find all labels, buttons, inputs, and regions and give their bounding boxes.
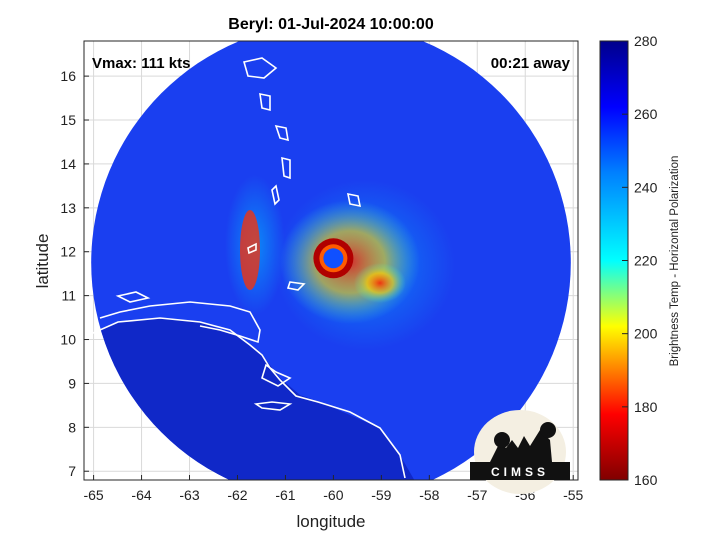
x-tick-label: -61 [275,487,295,503]
gulf-coast [99,301,261,344]
x-tick-label: -58 [419,487,439,503]
x-ticks: -65 -64 -63 -62 -61 -60 -59 -58 -57 -56 -55 [83,475,584,503]
x-tick-label: -65 [83,487,103,503]
island-barbados [346,192,362,208]
logo-silhouette [490,430,552,462]
vmax-annotation: Vmax: 111 kts [92,55,190,72]
x-tick-label: -64 [131,487,151,503]
logo-tower-icon [540,422,556,438]
island-trinidad [261,363,292,387]
chart-title: Beryl: 01-Jul-2024 10:00:00 [228,16,434,33]
island-st-lucia [281,156,291,180]
cimss-logo: CIMSS [470,410,570,494]
x-tick-label: -60 [323,487,343,503]
x-axis-label: longitude [296,512,365,531]
colorbar-tick-label: 240 [634,179,658,195]
island-martinique [274,124,289,142]
colorbar-tick-label: 260 [634,106,658,122]
y-tick-label: 14 [60,156,76,172]
x-tick-label: -55 [563,487,583,503]
island-aruba [115,291,151,303]
y-tick-label: 16 [60,68,76,84]
colorbar-tick-label: 160 [634,472,658,488]
island-guadeloupe [242,57,278,79]
x-tick-label: -63 [179,487,199,503]
island-dominica [259,92,271,112]
logo-band [470,462,570,480]
y-tick-label: 10 [60,332,76,348]
y-tick-label: 8 [68,419,76,435]
time-offset-annotation: 00:21 away [491,55,571,72]
colorbar-label: Brightness Temp - Horizontal Polarizatio… [669,156,681,367]
axes-frame [83,40,579,481]
y-tick-label: 12 [60,244,76,260]
island-tobago [253,401,293,411]
island-grenada [286,281,306,291]
y-tick-label: 9 [68,375,76,391]
y-ticks: 7 8 9 10 11 12 13 14 15 16 [60,68,89,479]
y-axis-label: latitude [33,234,52,289]
storm-eye [313,238,354,279]
y-tick-label: 11 [61,288,76,304]
colorbar-tick-label: 180 [634,399,658,415]
y-tick-label: 7 [68,463,76,479]
rainband-west-warm [240,210,260,290]
x-tick-label: -59 [371,487,391,503]
island-grenadines [247,242,257,255]
colorbar-ticks: 160 180 200 220 240 260 280 [622,33,658,488]
colorbar-tick-label: 280 [634,33,658,49]
y-tick-label: 13 [60,200,76,216]
colorbar-tick-label: 220 [634,253,658,269]
rainband-east [354,263,406,303]
logo-text: CIMSS [491,465,549,479]
logo-dish-icon [494,432,510,448]
x-tick-label: -57 [467,487,487,503]
colorbar-tick-label: 200 [634,326,658,342]
x-tick-label: -62 [227,487,247,503]
coastlines [84,57,406,479]
island-st-vincent [271,184,280,206]
eye-center [323,248,344,269]
y-tick-label: 15 [60,112,76,128]
